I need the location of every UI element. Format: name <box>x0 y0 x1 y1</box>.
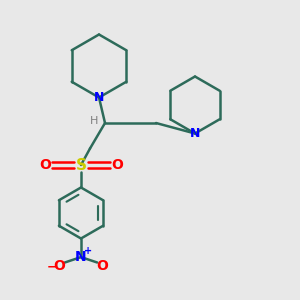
Text: −: − <box>47 260 57 273</box>
Text: H: H <box>89 116 98 126</box>
Text: N: N <box>75 250 87 264</box>
Text: O: O <box>97 259 109 273</box>
Text: O: O <box>39 158 51 172</box>
Text: +: + <box>83 245 92 256</box>
Text: O: O <box>111 158 123 172</box>
Text: S: S <box>76 158 86 172</box>
Text: N: N <box>94 91 104 104</box>
Text: N: N <box>190 127 200 140</box>
Text: O: O <box>53 259 65 273</box>
